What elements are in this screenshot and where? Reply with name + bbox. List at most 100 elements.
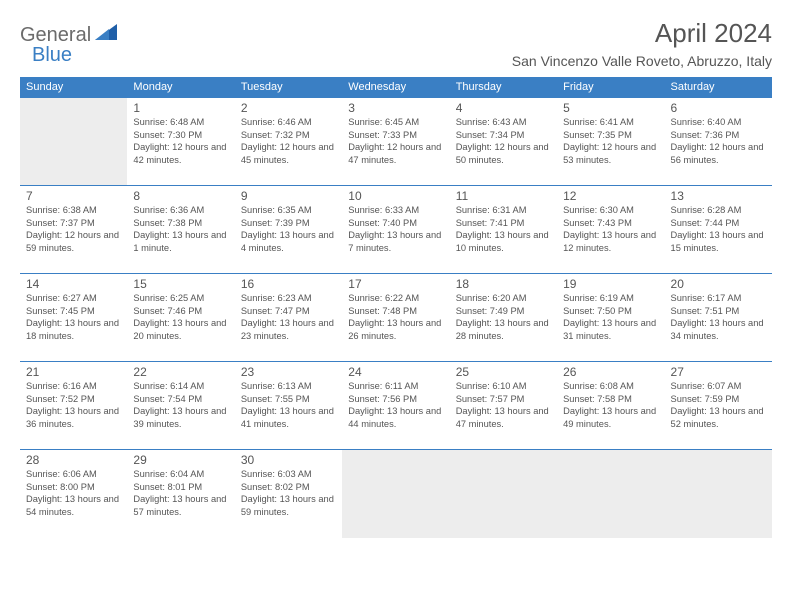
day-info: Sunrise: 6:31 AMSunset: 7:41 PMDaylight:… — [456, 204, 551, 254]
day-info: Sunrise: 6:20 AMSunset: 7:49 PMDaylight:… — [456, 292, 551, 342]
day-number: 27 — [671, 365, 766, 379]
calendar-day-cell: 27Sunrise: 6:07 AMSunset: 7:59 PMDayligh… — [665, 362, 772, 450]
calendar-day-cell: 11Sunrise: 6:31 AMSunset: 7:41 PMDayligh… — [450, 186, 557, 274]
day-header: Wednesday — [342, 77, 449, 98]
day-number: 22 — [133, 365, 228, 379]
day-number: 4 — [456, 101, 551, 115]
day-number: 30 — [241, 453, 336, 467]
day-info: Sunrise: 6:07 AMSunset: 7:59 PMDaylight:… — [671, 380, 766, 430]
day-info: Sunrise: 6:08 AMSunset: 7:58 PMDaylight:… — [563, 380, 658, 430]
calendar-day-cell: 17Sunrise: 6:22 AMSunset: 7:48 PMDayligh… — [342, 274, 449, 362]
calendar-week-row: 21Sunrise: 6:16 AMSunset: 7:52 PMDayligh… — [20, 362, 772, 450]
calendar-week-row: 28Sunrise: 6:06 AMSunset: 8:00 PMDayligh… — [20, 450, 772, 538]
logo-triangle-icon — [95, 24, 117, 45]
day-info: Sunrise: 6:35 AMSunset: 7:39 PMDaylight:… — [241, 204, 336, 254]
location-text: San Vincenzo Valle Roveto, Abruzzo, Ital… — [512, 53, 772, 69]
day-info: Sunrise: 6:33 AMSunset: 7:40 PMDaylight:… — [348, 204, 443, 254]
calendar-day-cell: 9Sunrise: 6:35 AMSunset: 7:39 PMDaylight… — [235, 186, 342, 274]
calendar-table: SundayMondayTuesdayWednesdayThursdayFrid… — [20, 77, 772, 538]
day-number: 1 — [133, 101, 228, 115]
day-info: Sunrise: 6:03 AMSunset: 8:02 PMDaylight:… — [241, 468, 336, 518]
day-info: Sunrise: 6:11 AMSunset: 7:56 PMDaylight:… — [348, 380, 443, 430]
calendar-day-cell: 12Sunrise: 6:30 AMSunset: 7:43 PMDayligh… — [557, 186, 664, 274]
day-info: Sunrise: 6:19 AMSunset: 7:50 PMDaylight:… — [563, 292, 658, 342]
calendar-day-cell: 4Sunrise: 6:43 AMSunset: 7:34 PMDaylight… — [450, 98, 557, 186]
calendar-day-cell: 22Sunrise: 6:14 AMSunset: 7:54 PMDayligh… — [127, 362, 234, 450]
calendar-day-cell: 25Sunrise: 6:10 AMSunset: 7:57 PMDayligh… — [450, 362, 557, 450]
calendar-day-cell: 1Sunrise: 6:48 AMSunset: 7:30 PMDaylight… — [127, 98, 234, 186]
day-info: Sunrise: 6:48 AMSunset: 7:30 PMDaylight:… — [133, 116, 228, 166]
day-number: 20 — [671, 277, 766, 291]
calendar-day-cell: 3Sunrise: 6:45 AMSunset: 7:33 PMDaylight… — [342, 98, 449, 186]
calendar-day-cell: 8Sunrise: 6:36 AMSunset: 7:38 PMDaylight… — [127, 186, 234, 274]
day-header: Tuesday — [235, 77, 342, 98]
day-info: Sunrise: 6:43 AMSunset: 7:34 PMDaylight:… — [456, 116, 551, 166]
day-header: Saturday — [665, 77, 772, 98]
day-number: 7 — [26, 189, 121, 203]
day-info: Sunrise: 6:13 AMSunset: 7:55 PMDaylight:… — [241, 380, 336, 430]
day-info: Sunrise: 6:22 AMSunset: 7:48 PMDaylight:… — [348, 292, 443, 342]
calendar-day-cell: 21Sunrise: 6:16 AMSunset: 7:52 PMDayligh… — [20, 362, 127, 450]
calendar-day-cell: 18Sunrise: 6:20 AMSunset: 7:49 PMDayligh… — [450, 274, 557, 362]
day-number: 15 — [133, 277, 228, 291]
calendar-empty-cell — [450, 450, 557, 538]
calendar-day-cell: 10Sunrise: 6:33 AMSunset: 7:40 PMDayligh… — [342, 186, 449, 274]
calendar-week-row: 1Sunrise: 6:48 AMSunset: 7:30 PMDaylight… — [20, 98, 772, 186]
day-number: 14 — [26, 277, 121, 291]
calendar-week-row: 7Sunrise: 6:38 AMSunset: 7:37 PMDaylight… — [20, 186, 772, 274]
day-info: Sunrise: 6:16 AMSunset: 7:52 PMDaylight:… — [26, 380, 121, 430]
day-number: 23 — [241, 365, 336, 379]
day-number: 18 — [456, 277, 551, 291]
day-number: 6 — [671, 101, 766, 115]
day-info: Sunrise: 6:25 AMSunset: 7:46 PMDaylight:… — [133, 292, 228, 342]
day-info: Sunrise: 6:30 AMSunset: 7:43 PMDaylight:… — [563, 204, 658, 254]
day-number: 13 — [671, 189, 766, 203]
day-number: 28 — [26, 453, 121, 467]
page-header: General April 2024 San Vincenzo Valle Ro… — [20, 18, 772, 69]
day-info: Sunrise: 6:46 AMSunset: 7:32 PMDaylight:… — [241, 116, 336, 166]
day-number: 3 — [348, 101, 443, 115]
calendar-day-cell: 19Sunrise: 6:19 AMSunset: 7:50 PMDayligh… — [557, 274, 664, 362]
day-number: 11 — [456, 189, 551, 203]
day-number: 2 — [241, 101, 336, 115]
day-number: 19 — [563, 277, 658, 291]
day-number: 9 — [241, 189, 336, 203]
day-number: 5 — [563, 101, 658, 115]
calendar-day-cell: 7Sunrise: 6:38 AMSunset: 7:37 PMDaylight… — [20, 186, 127, 274]
day-number: 29 — [133, 453, 228, 467]
day-number: 16 — [241, 277, 336, 291]
day-info: Sunrise: 6:28 AMSunset: 7:44 PMDaylight:… — [671, 204, 766, 254]
day-number: 21 — [26, 365, 121, 379]
calendar-day-cell: 2Sunrise: 6:46 AMSunset: 7:32 PMDaylight… — [235, 98, 342, 186]
calendar-day-cell: 20Sunrise: 6:17 AMSunset: 7:51 PMDayligh… — [665, 274, 772, 362]
day-info: Sunrise: 6:27 AMSunset: 7:45 PMDaylight:… — [26, 292, 121, 342]
day-info: Sunrise: 6:14 AMSunset: 7:54 PMDaylight:… — [133, 380, 228, 430]
day-number: 25 — [456, 365, 551, 379]
calendar-day-cell: 26Sunrise: 6:08 AMSunset: 7:58 PMDayligh… — [557, 362, 664, 450]
day-info: Sunrise: 6:36 AMSunset: 7:38 PMDaylight:… — [133, 204, 228, 254]
calendar-day-cell: 24Sunrise: 6:11 AMSunset: 7:56 PMDayligh… — [342, 362, 449, 450]
calendar-header-row: SundayMondayTuesdayWednesdayThursdayFrid… — [20, 77, 772, 98]
day-number: 10 — [348, 189, 443, 203]
calendar-day-cell: 29Sunrise: 6:04 AMSunset: 8:01 PMDayligh… — [127, 450, 234, 538]
day-info: Sunrise: 6:10 AMSunset: 7:57 PMDaylight:… — [456, 380, 551, 430]
day-number: 12 — [563, 189, 658, 203]
day-info: Sunrise: 6:23 AMSunset: 7:47 PMDaylight:… — [241, 292, 336, 342]
day-header: Friday — [557, 77, 664, 98]
calendar-empty-cell — [557, 450, 664, 538]
calendar-day-cell: 16Sunrise: 6:23 AMSunset: 7:47 PMDayligh… — [235, 274, 342, 362]
calendar-day-cell: 6Sunrise: 6:40 AMSunset: 7:36 PMDaylight… — [665, 98, 772, 186]
day-number: 24 — [348, 365, 443, 379]
calendar-day-cell: 13Sunrise: 6:28 AMSunset: 7:44 PMDayligh… — [665, 186, 772, 274]
day-number: 26 — [563, 365, 658, 379]
day-info: Sunrise: 6:04 AMSunset: 8:01 PMDaylight:… — [133, 468, 228, 518]
calendar-empty-cell — [20, 98, 127, 186]
day-info: Sunrise: 6:41 AMSunset: 7:35 PMDaylight:… — [563, 116, 658, 166]
day-info: Sunrise: 6:45 AMSunset: 7:33 PMDaylight:… — [348, 116, 443, 166]
day-info: Sunrise: 6:38 AMSunset: 7:37 PMDaylight:… — [26, 204, 121, 254]
calendar-empty-cell — [665, 450, 772, 538]
day-info: Sunrise: 6:06 AMSunset: 8:00 PMDaylight:… — [26, 468, 121, 518]
calendar-day-cell: 5Sunrise: 6:41 AMSunset: 7:35 PMDaylight… — [557, 98, 664, 186]
calendar-day-cell: 28Sunrise: 6:06 AMSunset: 8:00 PMDayligh… — [20, 450, 127, 538]
day-header: Monday — [127, 77, 234, 98]
